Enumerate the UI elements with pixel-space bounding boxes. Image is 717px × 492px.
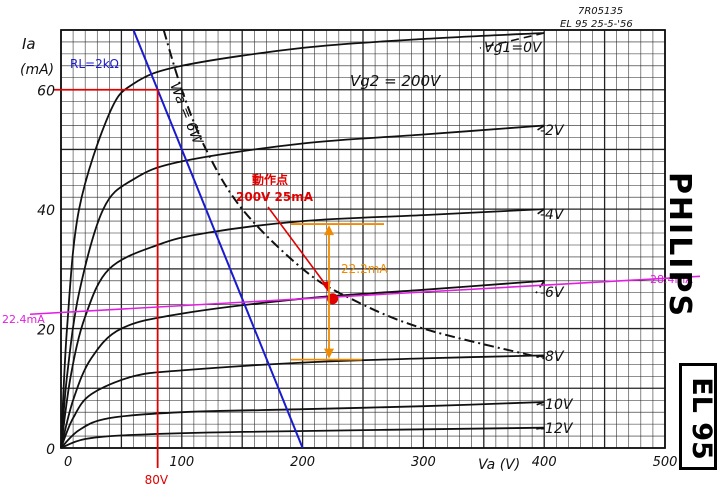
curve-label: Vg1=0V [484,40,543,56]
curve-label: -10V [540,397,574,413]
tube-type-label: EL 95 [686,377,717,460]
y-axis-symbol: Ia [22,35,36,53]
x-tick-label: 200 [290,455,315,470]
header-date: EL 95 25-5-'56 [560,19,633,30]
plate-curve [60,208,545,449]
x-tick-label: 100 [169,455,194,470]
tube-type-box: EL 95 [679,363,717,470]
curve-dashed-extension [535,208,545,216]
right-value-label: 28.4mA [650,273,693,286]
vg2-label: Vg2 = 200V [350,72,442,90]
curve-label: -12V [540,421,574,437]
y-tick-label: 40 [37,203,55,219]
plate-curve [60,124,545,449]
philips-logo: PHILIPS [662,171,698,319]
operating-point-label-1: 動作点 [252,172,288,187]
chart-labels: 0 100 200 300 400 500 0 20 40 60 Va (V) Ia (mA) 7R051… [20,6,677,473]
x-tick-label: 500 [653,455,678,470]
grid-major [60,29,666,449]
plate-curve [60,354,545,449]
x-tick-label: 0 [64,455,72,470]
annotation-overlays: RL=2kΩ 80V 22.4mA 28.4mA 動作点 200V 25mA 22.2mA [2,29,701,487]
curve-dashed-extension [535,124,545,132]
x-tick-label: 400 [532,455,557,470]
curve-dashed-extension [535,401,545,406]
plate-curve [60,279,545,449]
swing-arrow-down [324,348,334,359]
x-axis-label: Va (V) [478,457,520,473]
x-tick-label: 300 [411,455,436,470]
y-axis-unit: (mA) [20,62,54,78]
operating-point-arrow-line [267,206,330,290]
y-tick-label: 20 [37,323,55,339]
curve-label: -2V [540,123,565,139]
swing-label: 22.2mA [341,262,388,276]
curve-dashed-extension [535,426,545,430]
plate-curve [60,401,545,449]
plate-curves [60,29,545,449]
curve-dashed-extension [535,280,545,294]
load-line [132,29,304,449]
plate-curve [60,426,545,449]
left-value-label: 22.4mA [2,313,45,326]
x-marker-label: 80V [145,473,169,487]
curve-label: -8V [540,349,565,365]
header-code: 7R05135 [578,6,623,17]
swing-arrow-up [324,225,334,236]
rl-label: RL=2kΩ [70,57,119,71]
y-tick-label: 0 [46,442,55,458]
plate-curve [60,32,545,449]
curve-label: -4V [540,207,565,223]
wa-label: Wa = 6W [166,81,206,148]
magenta-line [29,275,701,316]
plot-frame [60,29,666,449]
curve-label: -6V [540,285,565,301]
operating-point-label-2: 200V 25mA [236,190,314,204]
grid-minor [61,30,665,448]
curve-dashed-extension [479,32,545,49]
y-tick-label: 60 [37,84,55,100]
